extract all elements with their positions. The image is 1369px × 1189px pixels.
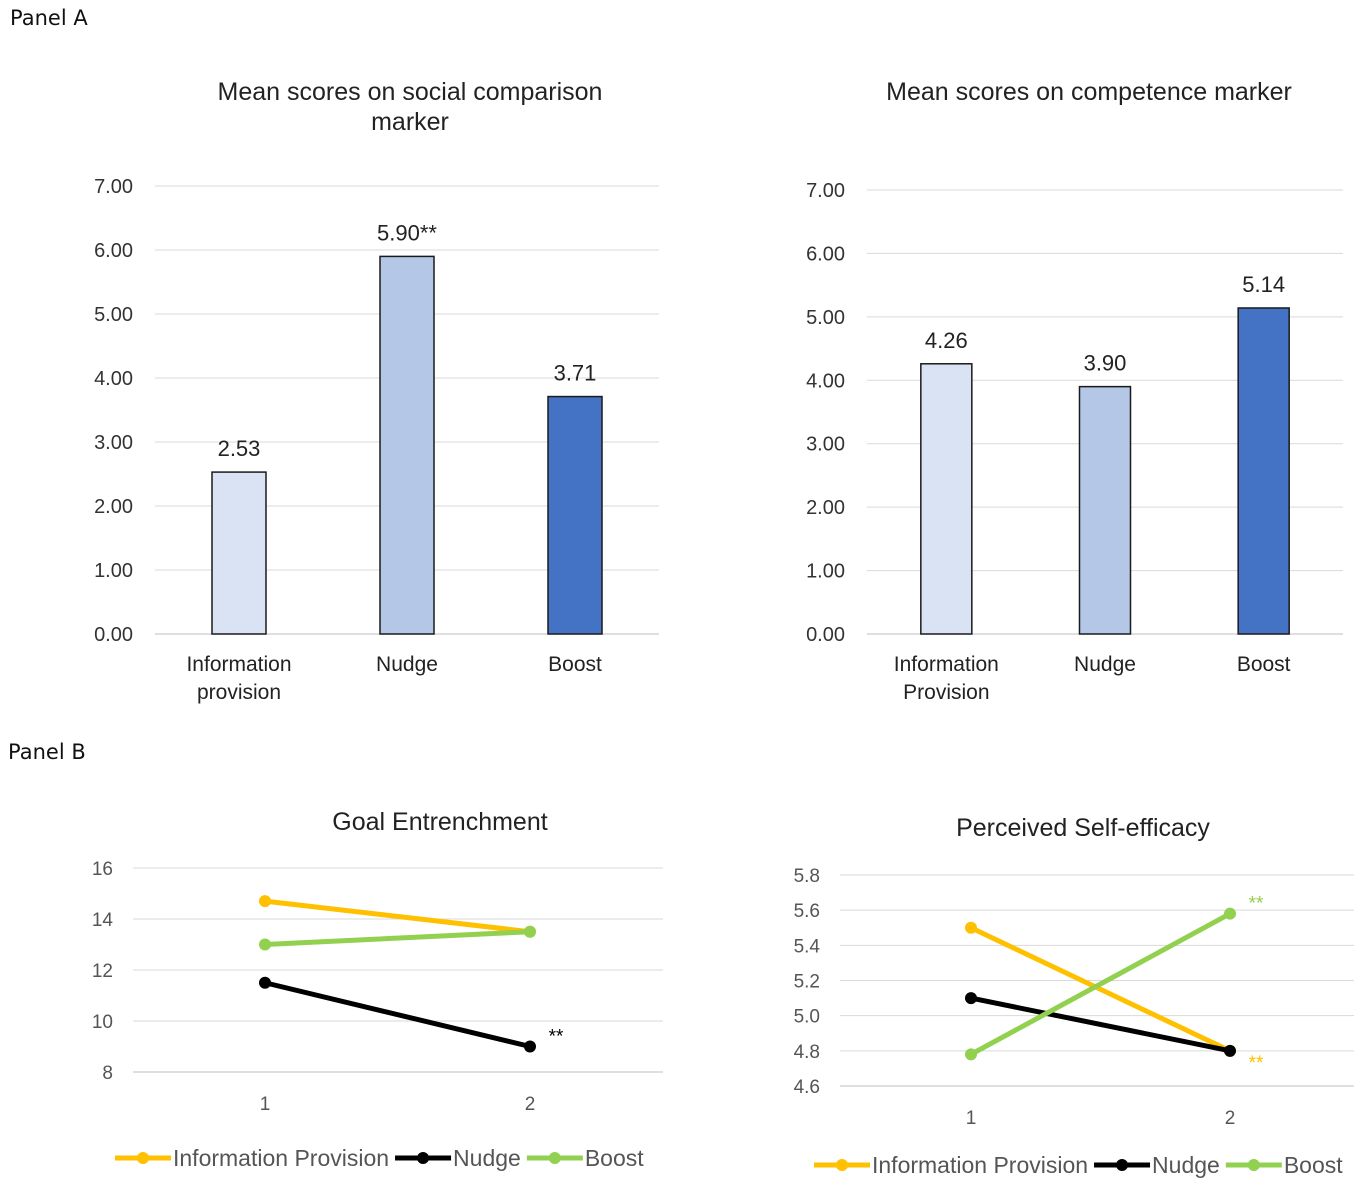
y-tick-label: 12 (92, 961, 113, 982)
bar (211, 471, 267, 635)
y-tick-label: 3.00 (94, 432, 133, 454)
data-point (524, 925, 536, 938)
x-tick-label: 2 (1225, 1108, 1236, 1129)
legend-marker (548, 1152, 561, 1164)
legend-label: Information Provision (872, 1152, 1088, 1178)
legend-label: Boost (1284, 1152, 1343, 1178)
y-tick-label: 5.8 (794, 866, 820, 887)
panel-a-label: Panel A (10, 6, 88, 30)
chart-title: Perceived Self-efficacy (956, 814, 1210, 842)
x-tick-label: Nudge (376, 653, 438, 676)
data-point (965, 921, 977, 934)
x-tick-label: 1 (260, 1094, 271, 1115)
x-tick-label: provision (197, 681, 281, 704)
series-line (262, 980, 533, 1049)
y-tick-label: 4.8 (794, 1042, 820, 1063)
data-point (259, 895, 271, 908)
self-efficacy-line-chart: Perceived Self-efficacy 4.6 4.8 5.0 5.2 5.4 5.… (794, 814, 1354, 1178)
y-tick-label: 5.0 (794, 1007, 820, 1028)
chart-title: Mean scores on competence marker (886, 78, 1292, 106)
bar (547, 395, 603, 635)
panel-b-label: Panel B (8, 740, 86, 764)
legend-marker (137, 1152, 149, 1164)
y-tick-label: 1.00 (806, 561, 845, 583)
data-point (1224, 907, 1236, 920)
x-tick-label: Provision (903, 681, 989, 704)
y-tick-label: 4.6 (794, 1077, 820, 1098)
chart-title: Goal Entrenchment (332, 808, 547, 836)
data-label: 3.90 (1084, 351, 1127, 376)
y-tick-label: 14 (92, 910, 114, 931)
y-tick-label: 6.00 (94, 240, 133, 262)
legend-label: Nudge (453, 1145, 521, 1171)
y-tick-label: 5.00 (94, 304, 133, 326)
bar (1078, 385, 1132, 635)
x-tick-label: 1 (966, 1108, 977, 1129)
y-tick-label: 4.00 (94, 368, 133, 390)
data-point (965, 1048, 977, 1061)
y-tick-label: 2.00 (94, 496, 133, 518)
legend-marker (836, 1159, 848, 1171)
y-tick-label: 5.4 (794, 936, 821, 957)
y-tick-label: 0.00 (806, 624, 845, 646)
data-point (965, 992, 977, 1005)
series-line (262, 929, 533, 947)
series-line (968, 925, 1233, 1054)
y-tick-label: 1.00 (94, 560, 133, 582)
legend-label: Information Provision (173, 1145, 389, 1171)
y-tick-label: 5.6 (794, 901, 820, 922)
bar (1237, 307, 1290, 635)
y-tick-label: 7.00 (806, 180, 845, 202)
y-tick-label: 16 (92, 859, 113, 880)
y-tick-label: 7.00 (94, 176, 133, 198)
legend-label: Boost (585, 1145, 644, 1171)
x-tick-label: Boost (548, 653, 602, 676)
y-tick-label: 8 (102, 1063, 113, 1084)
chart-title: Mean scores on social comparison (218, 78, 603, 106)
bar (920, 363, 973, 635)
y-tick-label: 4.00 (806, 370, 845, 392)
y-tick-label: 2.00 (806, 497, 845, 519)
y-tick-label: 0.00 (94, 624, 133, 646)
series-line (262, 898, 533, 935)
y-tick-label: 5.2 (794, 972, 820, 993)
significance-label: ** (1249, 894, 1264, 915)
x-tick-label: Nudge (1074, 653, 1136, 676)
legend-marker (1116, 1159, 1129, 1171)
data-label: 4.26 (925, 328, 968, 353)
data-point (1224, 1044, 1236, 1057)
legend-label: Nudge (1152, 1152, 1220, 1178)
data-point (259, 938, 271, 951)
data-label: 5.14 (1242, 272, 1285, 297)
data-point (259, 976, 271, 989)
significance-label: ** (1249, 1053, 1264, 1074)
x-tick-label: 2 (525, 1094, 536, 1115)
x-tick-label: Information (186, 653, 291, 676)
legend-marker (417, 1152, 430, 1164)
bar (379, 255, 435, 635)
data-label: 3.71 (554, 361, 597, 386)
x-tick-label: Information (894, 653, 999, 676)
chart-title: marker (371, 108, 449, 136)
legend-marker (1247, 1159, 1260, 1171)
y-tick-label: 10 (92, 1012, 113, 1033)
x-tick-label: Boost (1237, 653, 1291, 676)
data-label: 5.90** (377, 220, 437, 245)
competence-bar-chart: Mean scores on competence marker 0.00 1.00… (806, 78, 1343, 704)
y-tick-label: 5.00 (806, 307, 845, 329)
series-line (968, 995, 1233, 1054)
significance-label: ** (549, 1027, 564, 1048)
data-point (524, 1040, 536, 1053)
data-label: 2.53 (218, 436, 261, 461)
y-tick-label: 3.00 (806, 434, 845, 456)
series-line (968, 911, 1233, 1057)
y-tick-label: 6.00 (806, 243, 845, 265)
